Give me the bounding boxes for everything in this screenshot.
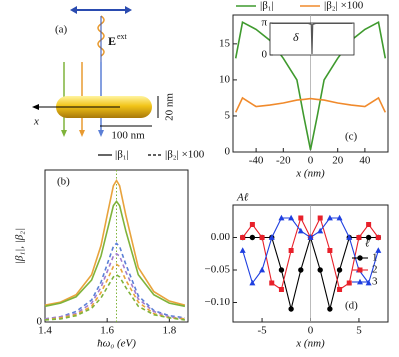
marker xyxy=(239,247,246,253)
marker xyxy=(356,235,362,240)
legend-label: 1 xyxy=(372,252,378,264)
diagram: (a) E ext x 20 nm 100 nm xyxy=(32,6,176,142)
marker xyxy=(346,280,352,286)
marker xyxy=(317,227,324,234)
y-tick-label: −0.10 xyxy=(205,296,231,308)
marker xyxy=(298,215,304,221)
marker xyxy=(337,287,343,292)
marker xyxy=(317,215,323,221)
y-axis-label: Aℓ xyxy=(236,192,249,204)
marker xyxy=(336,267,343,273)
marker xyxy=(259,235,265,240)
marker xyxy=(278,267,285,273)
panel-label: (a) xyxy=(55,24,68,36)
x-tick-label: 40 xyxy=(359,155,371,167)
legend-label: |β₂| ×100 xyxy=(165,149,205,161)
marker xyxy=(288,214,295,221)
marker xyxy=(268,234,275,240)
x-tick-label: 0 xyxy=(308,155,314,167)
arrowhead xyxy=(32,104,39,110)
arrowhead xyxy=(98,130,104,137)
series-line xyxy=(44,178,186,306)
marker xyxy=(326,214,333,221)
marker xyxy=(278,287,284,292)
marker xyxy=(327,306,333,312)
marker xyxy=(297,227,304,234)
height-label: 20 nm xyxy=(164,93,176,121)
legend-title: ℓ xyxy=(365,238,370,250)
series-line xyxy=(44,242,186,320)
marker xyxy=(249,234,256,241)
marker xyxy=(240,235,246,240)
marker xyxy=(357,267,363,273)
marker xyxy=(278,214,285,221)
inset-y-tick-label: 0 xyxy=(262,49,268,61)
marker xyxy=(336,214,343,221)
marker xyxy=(259,266,266,273)
x-axis-label: ħω₀ (eV) xyxy=(97,338,136,350)
field-label: E xyxy=(108,34,116,48)
marker xyxy=(307,234,314,240)
panel-label: (b) xyxy=(57,176,70,188)
axis-label: x xyxy=(33,116,39,128)
x-tick-label: 5 xyxy=(356,325,362,337)
marker xyxy=(269,280,275,286)
marker xyxy=(357,255,363,261)
marker xyxy=(249,222,255,227)
marker xyxy=(288,306,294,312)
y-axis-label: |β₁|, |β₂| xyxy=(14,228,26,264)
x-tick-label: 1.4 xyxy=(38,325,52,337)
series-line xyxy=(234,20,387,150)
series-line xyxy=(234,96,387,113)
marker xyxy=(365,279,372,286)
x-tick-label: -5 xyxy=(257,325,267,337)
series-line xyxy=(44,252,186,320)
arrowhead xyxy=(79,130,85,137)
x-axis-label: x (nm) xyxy=(295,168,325,180)
field-sup: ext xyxy=(117,32,128,41)
marker xyxy=(375,247,382,253)
legend-label: 2 xyxy=(372,264,378,276)
y-tick-label: 0 xyxy=(37,316,43,328)
x-tick-label: -40 xyxy=(249,155,264,167)
marker xyxy=(357,278,363,285)
x-axis-label: x (nm) xyxy=(295,338,325,350)
wave xyxy=(97,15,105,57)
series-line xyxy=(44,200,186,308)
x-tick-label: 1.8 xyxy=(162,325,176,337)
x-tick-label: 0 xyxy=(308,325,314,337)
panel-label: (c) xyxy=(345,131,358,143)
marker xyxy=(288,248,294,253)
panel-label: (d) xyxy=(345,300,358,312)
series-line xyxy=(44,263,185,321)
y-tick-label: −0.05 xyxy=(205,264,231,276)
marker xyxy=(249,279,256,286)
length-label: 100 nm xyxy=(111,130,145,142)
inset-label: δ xyxy=(293,30,299,44)
y-tick-label: 0 xyxy=(225,146,231,158)
marker xyxy=(317,267,323,273)
legend-label: |β₁| xyxy=(260,0,274,12)
y-tick-label: 15 xyxy=(219,37,231,49)
legend-label: 3 xyxy=(372,276,378,288)
y-tick-label: 10 xyxy=(219,73,231,85)
arrowhead xyxy=(61,130,67,137)
series-line xyxy=(271,22,353,55)
legend-label: |β₂| ×100 xyxy=(324,0,364,12)
arrowheads xyxy=(70,6,132,14)
y-tick-label: 5 xyxy=(225,109,231,121)
marker xyxy=(298,267,304,273)
x-tick-label: 20 xyxy=(332,155,344,167)
marker xyxy=(365,234,372,241)
x-tick-label: -20 xyxy=(276,155,291,167)
legend-label: |β₁| xyxy=(115,149,129,161)
marker xyxy=(366,222,372,227)
marker xyxy=(375,235,381,240)
marker xyxy=(327,248,333,253)
inset-y-tick-label: π xyxy=(261,17,267,29)
x-tick-label: 1.6 xyxy=(100,325,114,337)
y-tick-label: 0.00 xyxy=(211,231,231,243)
marker xyxy=(346,234,353,240)
